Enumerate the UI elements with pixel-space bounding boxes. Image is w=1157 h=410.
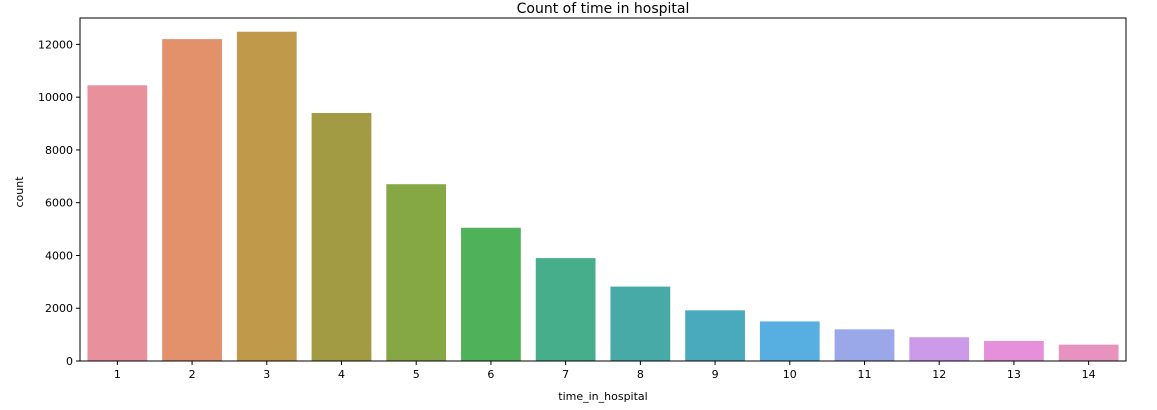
y-axis-label: count	[13, 176, 26, 208]
bar-1	[87, 85, 148, 361]
y-tick-label: 12000	[38, 38, 73, 51]
x-tick-label: 11	[858, 368, 872, 381]
bar-14	[1058, 344, 1119, 361]
y-tick-label: 6000	[45, 197, 73, 210]
bar-12	[909, 337, 970, 361]
y-axis: 0 2000 4000 6000 8000 10000 12000	[38, 38, 80, 368]
bar-4	[311, 112, 372, 361]
bar-8	[610, 286, 671, 361]
x-tick-label: 9	[712, 368, 719, 381]
y-tick-label: 0	[66, 355, 73, 368]
y-tick-label: 8000	[45, 144, 73, 157]
bar-7	[535, 258, 596, 361]
x-tick-label: 2	[189, 368, 196, 381]
x-tick-label: 5	[413, 368, 420, 381]
y-tick-label: 10000	[38, 91, 73, 104]
bar-6	[461, 227, 521, 361]
bar-2	[162, 39, 222, 362]
x-tick-label: 1	[114, 368, 121, 381]
chart-title: Count of time in hospital	[517, 1, 690, 17]
bar-9	[685, 310, 745, 361]
x-tick-label: 3	[263, 368, 270, 381]
x-axis: 1 2 3 4 5 6 7 8 9 10 11 12 13 14	[114, 361, 1096, 381]
x-tick-label: 6	[487, 368, 494, 381]
x-tick-label: 12	[932, 368, 946, 381]
x-tick-label: 4	[338, 368, 345, 381]
x-tick-label: 8	[637, 368, 644, 381]
x-tick-label: 10	[783, 368, 797, 381]
y-tick-label: 2000	[45, 302, 73, 315]
x-tick-label: 14	[1082, 368, 1096, 381]
bar-13	[984, 340, 1044, 361]
bar-10	[759, 321, 820, 361]
x-tick-label: 13	[1007, 368, 1021, 381]
bar-11	[834, 329, 895, 361]
y-tick-label: 4000	[45, 249, 73, 262]
bar-3	[236, 31, 297, 361]
plot-frame	[79, 17, 1127, 362]
x-axis-label: time_in_hospital	[558, 390, 647, 403]
bar-5	[386, 184, 447, 361]
bars-group	[87, 31, 1119, 362]
x-tick-label: 7	[562, 368, 569, 381]
